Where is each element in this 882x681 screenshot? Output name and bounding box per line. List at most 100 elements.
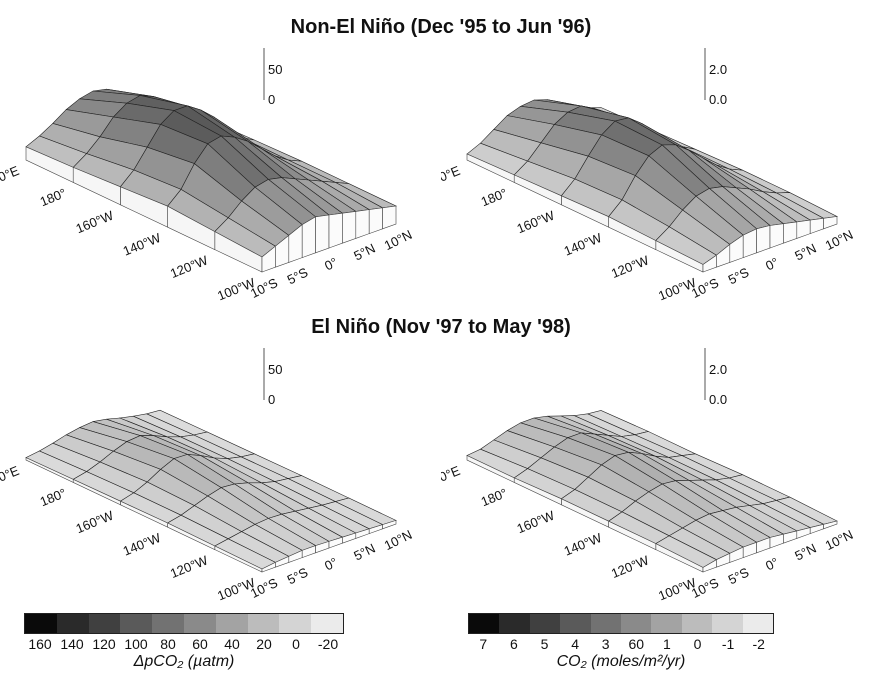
latitude-tick-label: 10°N — [823, 527, 856, 553]
legend-tick-label: 160 — [28, 636, 52, 652]
surface-plot-non-el-nino-dpco2: 150100500160°E180°160°W140°W120°W100°W10… — [0, 48, 415, 303]
title-el-nino: El Niño (Nov '97 to May '98) — [311, 316, 571, 338]
legend-tick-label: 100 — [124, 636, 148, 652]
longitude-tick-label: 140°W — [121, 230, 164, 259]
legend-tick-label: 120 — [92, 636, 116, 652]
legend-swatch — [560, 614, 591, 633]
latitude-tick-label: 5°N — [351, 540, 377, 563]
legend-flux-ticks: 7 6 5 4 3 60 1 0 -1 -2 — [468, 634, 774, 652]
legend-swatch — [499, 614, 530, 633]
z-tick-label: 2.0 — [709, 62, 727, 77]
longitude-tick-label: 180° — [38, 485, 69, 509]
legend-flux-bar — [468, 613, 774, 634]
legend-swatch — [590, 614, 622, 633]
wall-segment — [823, 216, 838, 230]
longitude-tick-label: 160°E — [0, 163, 21, 190]
z-tick-label: 0.0 — [709, 92, 727, 107]
longitude-tick-label: 160°W — [74, 507, 117, 536]
latitude-tick-label: 0° — [763, 254, 781, 273]
legend-tick-label: 7 — [479, 636, 488, 652]
legend-flux: 7 6 5 4 3 60 1 0 -1 -2 CO₂ (moles/m²/yr) — [468, 613, 774, 671]
legend-tick-label: 6 — [509, 636, 518, 652]
latitude-tick-label: 5°S — [285, 264, 311, 287]
z-tick-label: 0.0 — [709, 392, 727, 407]
wall-segment — [342, 211, 357, 244]
legend-swatch — [311, 614, 343, 633]
legend-dpco2-caption: ΔpCO₂ (µatm) — [133, 653, 235, 670]
longitude-tick-label: 180° — [38, 185, 69, 209]
legend-dpco2-ticks: 160 140 120 100 80 60 40 20 0 -20 — [24, 634, 344, 652]
legend-tick-label: 20 — [256, 636, 272, 652]
z-tick-label: 50 — [268, 62, 282, 77]
legend-swatch — [529, 614, 561, 633]
z-tick-label: 2.0 — [709, 362, 727, 377]
legend-tick-label: 80 — [160, 636, 176, 652]
longitude-tick-label: 140°W — [121, 530, 164, 559]
latitude-tick-label: 5°S — [285, 564, 311, 587]
wall-segment — [783, 221, 798, 244]
wall-segment — [315, 214, 330, 254]
longitude-tick-label: 160°E — [441, 463, 462, 490]
surface-mesh — [25, 409, 397, 570]
surface-plot-el-nino-dpco2: 150100500160°E180°160°W140°W120°W100°W10… — [0, 348, 414, 603]
longitude-tick-label: 140°W — [562, 530, 605, 559]
legend-tick-label: 0 — [693, 636, 702, 652]
legend-dpco2-bar — [24, 613, 344, 634]
longitude-tick-label: 120°W — [168, 252, 211, 281]
longitude-tick-label: 160°W — [515, 507, 558, 536]
surface-walls — [25, 146, 397, 273]
longitude-tick-label: 160°W — [74, 207, 117, 236]
legend-tick-label: 1 — [662, 636, 671, 652]
longitude-tick-label: 160°W — [515, 207, 558, 236]
wall-segment — [382, 519, 397, 530]
legend-swatch — [621, 614, 652, 633]
longitude-tick-label: 160°E — [441, 163, 462, 190]
latitude-tick-label: 0° — [763, 554, 781, 573]
surface-mesh — [466, 99, 838, 265]
wall-segment — [769, 223, 784, 249]
latitude-tick-label: 5°N — [351, 240, 377, 263]
legend-swatch — [712, 614, 743, 633]
wall-segment — [368, 207, 383, 235]
longitude-tick-label: 120°W — [168, 552, 211, 581]
wall-segment — [823, 520, 838, 530]
wall-segment — [466, 455, 515, 483]
legend-tick-label: 40 — [224, 636, 240, 652]
longitude-tick-label: 180° — [479, 485, 510, 509]
latitude-tick-label: 5°S — [726, 564, 752, 587]
legend-swatch — [279, 614, 312, 633]
latitude-tick-label: 10°N — [823, 227, 856, 253]
surface-walls — [466, 153, 838, 273]
legend-swatch — [120, 614, 153, 633]
legend-swatch — [183, 614, 216, 633]
legend-tick-label: 5 — [540, 636, 549, 652]
legend-swatch — [742, 614, 774, 633]
legend-tick-label: -2 — [752, 636, 765, 652]
wall-segment — [796, 219, 811, 239]
legend-tick-label: 60 — [628, 636, 645, 652]
surface-walls — [466, 455, 838, 573]
z-tick-label: 0 — [268, 92, 275, 107]
title-non-el-nino: Non-El Niño (Dec '95 to Jun '96) — [290, 16, 592, 38]
surface-plot-non-el-nino-flux: 6.04.02.00.0160°E180°160°W140°W120°W100°… — [441, 48, 856, 303]
latitude-tick-label: 0° — [322, 254, 340, 273]
legend-tick-label: 0 — [292, 636, 300, 652]
surface-plot-el-nino-flux: 6.04.02.00.0160°E180°160°W140°W120°W100°… — [441, 348, 856, 603]
wall-segment — [756, 225, 771, 254]
z-tick-label: 50 — [268, 362, 282, 377]
latitude-tick-label: 5°N — [792, 240, 818, 263]
latitude-tick-label: 5°N — [792, 540, 818, 563]
longitude-tick-label: 160°E — [0, 463, 21, 490]
wall-segment — [25, 146, 74, 183]
surface-walls — [25, 457, 397, 573]
wall-segment — [25, 457, 74, 483]
legend-dpco2: 160 140 120 100 80 60 40 20 0 -20 ΔpCO₂ (µatm) — [24, 613, 344, 671]
surface-mesh — [466, 410, 838, 568]
legend-tick-label: 3 — [601, 636, 610, 652]
legend-swatch — [469, 614, 500, 633]
latitude-tick-label: 10°N — [382, 227, 415, 253]
legend-swatch — [215, 614, 248, 633]
surface-mesh — [25, 88, 398, 258]
wall-segment — [355, 209, 370, 239]
legend-swatch — [247, 614, 280, 633]
